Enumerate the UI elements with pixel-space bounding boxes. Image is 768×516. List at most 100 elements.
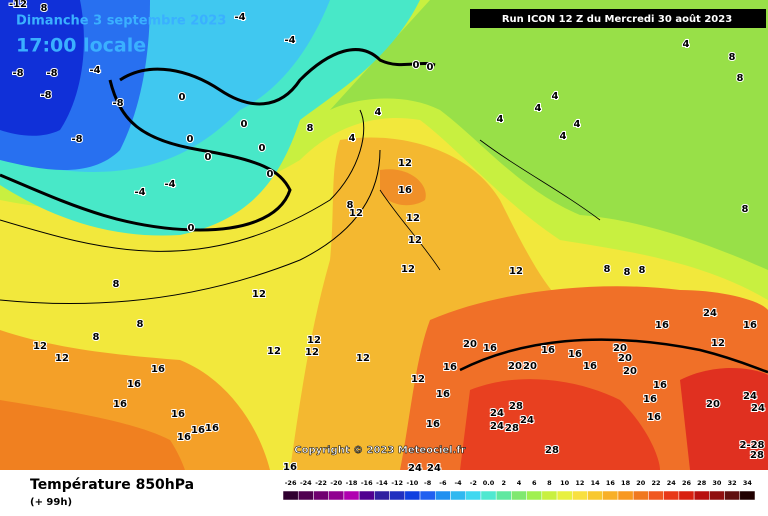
legend-label: -22: [315, 479, 327, 487]
isotherm-label: 0: [259, 143, 266, 154]
isotherm-label: 8: [737, 73, 744, 84]
run-label: Run ICON 12 Z du Mercredi 30 août 2023: [502, 13, 732, 25]
legend-label: -20: [330, 479, 342, 487]
isotherm-label: -8: [112, 98, 123, 109]
isotherm-label: 8: [639, 265, 646, 276]
isotherm-label: 4: [560, 131, 567, 142]
legend-swatch: [419, 490, 436, 501]
isotherm-label: 8: [347, 200, 354, 211]
legend-label: 26: [682, 479, 692, 487]
isotherm-label: -8: [40, 90, 51, 101]
isotherm-label: 2-28: [739, 440, 764, 451]
isotherm-label: 16: [483, 343, 497, 354]
legend-label: -24: [300, 479, 312, 487]
legend-label: 28: [697, 479, 707, 487]
isotherm-label: 28: [750, 450, 764, 461]
isotherm-label: 12: [406, 213, 420, 224]
date-label: Dimanche 3 septembre 2023: [16, 14, 226, 29]
legend-swatch: [358, 490, 375, 501]
isotherm-label: 8: [729, 52, 736, 63]
legend-label: 20: [636, 479, 646, 487]
isotherm-label: 16: [583, 361, 597, 372]
isotherm-label: 28: [505, 423, 519, 434]
isotherm-label: 16: [127, 379, 141, 390]
isotherm-label: 12: [411, 374, 425, 385]
isotherm-label: 28: [545, 445, 559, 456]
isotherm-label: 24: [520, 415, 534, 426]
isotherm-label: 16: [426, 419, 440, 430]
legend-swatch: [663, 490, 680, 501]
legend-label: -6: [439, 479, 447, 487]
isotherm-label: 24: [427, 463, 441, 474]
isotherm-label: 0: [267, 169, 274, 180]
isotherm-label: 8: [307, 123, 314, 134]
contours: [0, 48, 768, 374]
isotherm-label: 12: [33, 341, 47, 352]
legend-swatch: [374, 490, 390, 501]
isotherm-label: 16: [647, 412, 661, 423]
isotherm-label: 24: [703, 308, 717, 319]
isotherm-label: 16: [113, 399, 127, 410]
isotherm-label: 20: [508, 361, 522, 372]
isotherm-label: 28: [509, 401, 523, 412]
isotherm-label: -4: [89, 65, 100, 76]
legend-label: -16: [361, 479, 373, 487]
isotherm-label: 8: [137, 319, 144, 330]
isotherm-label: 0: [427, 62, 434, 73]
isotherm-label: 0: [241, 119, 248, 130]
legend-label: 16: [606, 479, 616, 487]
isotherm-label: -8: [46, 68, 57, 79]
legend-label: 18: [621, 479, 631, 487]
legend-label: -8: [424, 479, 432, 487]
isotherm-label: 16: [743, 320, 757, 331]
legend-swatch: [450, 490, 466, 501]
isotherm-label: 0: [187, 134, 194, 145]
isotherm-label: 4: [375, 107, 382, 118]
isotherm-label: 12: [398, 158, 412, 169]
isotherm-label: 4: [552, 91, 559, 102]
time-label: 17:00 locale: [16, 35, 146, 57]
copyright: Copyright © 2023 Meteociel.fr: [294, 445, 465, 456]
legend-label: -14: [376, 479, 388, 487]
legend-swatch: [389, 490, 406, 501]
legend-label: 0.0: [483, 479, 495, 487]
legend-label: -2: [470, 479, 477, 487]
isotherm-label: 16: [653, 380, 667, 391]
legend-swatch: [465, 490, 482, 501]
isotherm-label: 12: [401, 264, 415, 275]
legend-swatch: [739, 490, 756, 501]
legend-swatch: [602, 490, 619, 501]
legend-swatch: [556, 490, 573, 501]
legend-label: -10: [407, 479, 419, 487]
footer-lead: (+ 99h): [30, 497, 72, 508]
isotherm-label: 8: [93, 332, 100, 343]
legend-swatch: [541, 490, 558, 501]
isotherm-label: 12: [509, 266, 523, 277]
isotherm-label: 16: [436, 389, 450, 400]
isotherm-label: 24: [490, 408, 504, 419]
legend-swatch: [495, 490, 512, 501]
legend-label: 22: [652, 479, 661, 487]
legend-swatch: [724, 490, 741, 501]
legend-label: 10: [560, 479, 570, 487]
legend-swatch: [480, 490, 497, 501]
isotherm-label: 24: [743, 391, 757, 402]
isotherm-label: 4: [535, 103, 542, 114]
isotherm-label: 0: [413, 60, 420, 71]
isotherm-label: 0: [188, 223, 195, 234]
legend-label: 8: [547, 479, 552, 487]
isotherm-label: 16: [283, 462, 297, 473]
legend-swatch: [648, 490, 664, 501]
footer-title: Température 850hPa: [30, 477, 194, 493]
isotherm-label: -8: [71, 134, 82, 145]
legend-swatch: [572, 490, 588, 501]
isotherm-label: -8: [12, 68, 23, 79]
legend-swatch: [526, 490, 543, 501]
isotherm-label: 12: [305, 347, 319, 358]
isotherm-label: 16: [205, 423, 219, 434]
legend-label: 4: [517, 479, 522, 487]
isotherm-label: 24: [751, 403, 765, 414]
